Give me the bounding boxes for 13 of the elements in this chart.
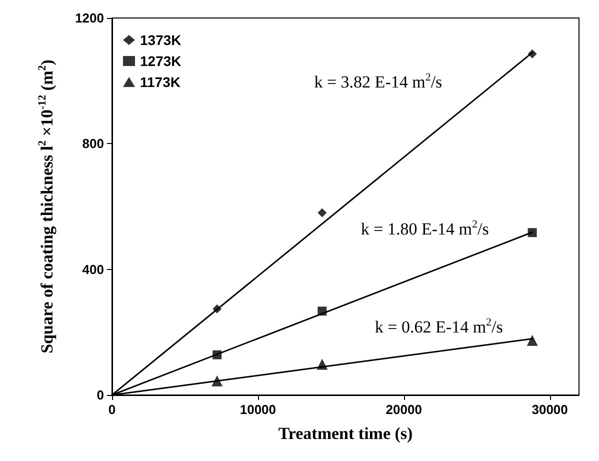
legend-label: 1173K bbox=[140, 74, 180, 90]
x-tick-label: 10000 bbox=[240, 402, 276, 417]
x-tick-label: 30000 bbox=[532, 402, 568, 417]
x-tick-label: 0 bbox=[108, 402, 116, 417]
y-axis-title: Square of coating thickness l2 ×10-12 (m2) bbox=[36, 60, 56, 354]
y-tick-label: 800 bbox=[82, 136, 104, 152]
legend-label: 1273K bbox=[140, 53, 182, 69]
y-tick-label: 1200 bbox=[75, 10, 104, 26]
y-tick-label: 0 bbox=[96, 388, 104, 402]
legend-label: 1373K bbox=[140, 32, 182, 48]
x-axis-title: Treatment time (s) bbox=[278, 424, 413, 443]
x-tick-label: 20000 bbox=[386, 402, 422, 417]
y-tick-label: 400 bbox=[82, 262, 104, 277]
